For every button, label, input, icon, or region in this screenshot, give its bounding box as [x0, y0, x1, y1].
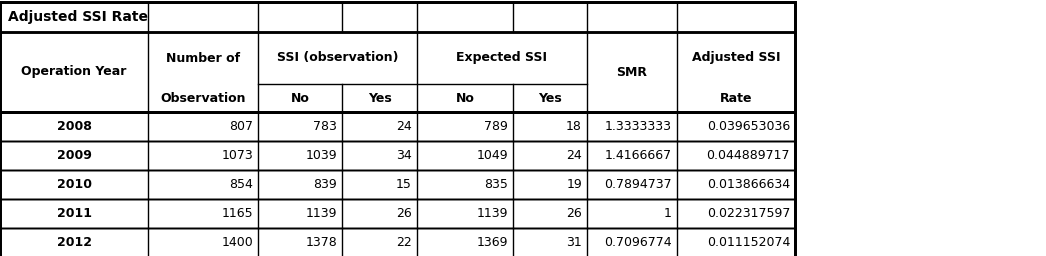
Bar — [0, 32, 795, 112]
Text: 1400: 1400 — [222, 236, 253, 249]
Text: Number of: Number of — [166, 51, 241, 65]
Bar — [0, 228, 795, 256]
Text: SMR: SMR — [616, 66, 647, 79]
Bar — [0, 228, 795, 256]
Bar — [0, 32, 795, 112]
Text: 835: 835 — [484, 178, 508, 191]
Text: 2010: 2010 — [56, 178, 91, 191]
Bar — [0, 199, 795, 228]
Bar — [0, 2, 795, 256]
Text: Expected SSI: Expected SSI — [456, 51, 547, 65]
Bar — [0, 199, 795, 228]
Text: 1165: 1165 — [222, 207, 253, 220]
Text: Observation: Observation — [160, 91, 246, 104]
Text: 18: 18 — [566, 120, 582, 133]
Text: 1378: 1378 — [305, 236, 337, 249]
Text: 34: 34 — [396, 149, 412, 162]
Bar — [0, 141, 795, 170]
Text: 0.022317597: 0.022317597 — [707, 207, 790, 220]
Bar — [0, 112, 795, 141]
Text: 2008: 2008 — [56, 120, 91, 133]
Text: Adjusted SSI: Adjusted SSI — [691, 51, 780, 65]
Text: 1369: 1369 — [477, 236, 508, 249]
Text: Operation Year: Operation Year — [21, 66, 127, 79]
Text: 0.011152074: 0.011152074 — [707, 236, 790, 249]
Text: 854: 854 — [229, 178, 253, 191]
Bar — [0, 2, 795, 256]
Text: 2009: 2009 — [56, 149, 91, 162]
Text: 22: 22 — [396, 236, 412, 249]
Text: 1139: 1139 — [477, 207, 508, 220]
Text: 0.7096774: 0.7096774 — [605, 236, 672, 249]
Text: 19: 19 — [566, 178, 582, 191]
Bar — [0, 2, 795, 32]
Text: 0.044889717: 0.044889717 — [706, 149, 790, 162]
Text: 0.039653036: 0.039653036 — [707, 120, 790, 133]
Text: 15: 15 — [396, 178, 412, 191]
Text: Yes: Yes — [367, 91, 391, 104]
Bar — [0, 141, 795, 170]
Text: 1.3333333: 1.3333333 — [605, 120, 672, 133]
Text: 24: 24 — [566, 149, 582, 162]
Text: 1: 1 — [664, 207, 672, 220]
Text: 0.7894737: 0.7894737 — [605, 178, 672, 191]
Text: 2012: 2012 — [56, 236, 91, 249]
Text: 26: 26 — [396, 207, 412, 220]
Text: 1073: 1073 — [222, 149, 253, 162]
Text: SSI (observation): SSI (observation) — [277, 51, 399, 65]
Text: 839: 839 — [313, 178, 337, 191]
Text: 1039: 1039 — [305, 149, 337, 162]
Text: 1.4166667: 1.4166667 — [605, 149, 672, 162]
Text: 807: 807 — [229, 120, 253, 133]
Text: 783: 783 — [313, 120, 337, 133]
Bar — [0, 170, 795, 199]
Text: 26: 26 — [566, 207, 582, 220]
Text: Adjusted SSI Rate: Adjusted SSI Rate — [8, 10, 147, 24]
Text: 24: 24 — [396, 120, 412, 133]
Bar — [0, 170, 795, 199]
Text: 31: 31 — [566, 236, 582, 249]
Text: 0.013866634: 0.013866634 — [707, 178, 790, 191]
Text: 1049: 1049 — [476, 149, 508, 162]
Text: Yes: Yes — [538, 91, 562, 104]
Bar — [0, 2, 795, 256]
Text: 2011: 2011 — [56, 207, 91, 220]
Text: No: No — [291, 91, 310, 104]
Text: 1139: 1139 — [305, 207, 337, 220]
Bar — [0, 2, 795, 32]
Text: No: No — [456, 91, 475, 104]
Text: 789: 789 — [484, 120, 508, 133]
Bar — [0, 112, 795, 141]
Text: Rate: Rate — [720, 91, 752, 104]
